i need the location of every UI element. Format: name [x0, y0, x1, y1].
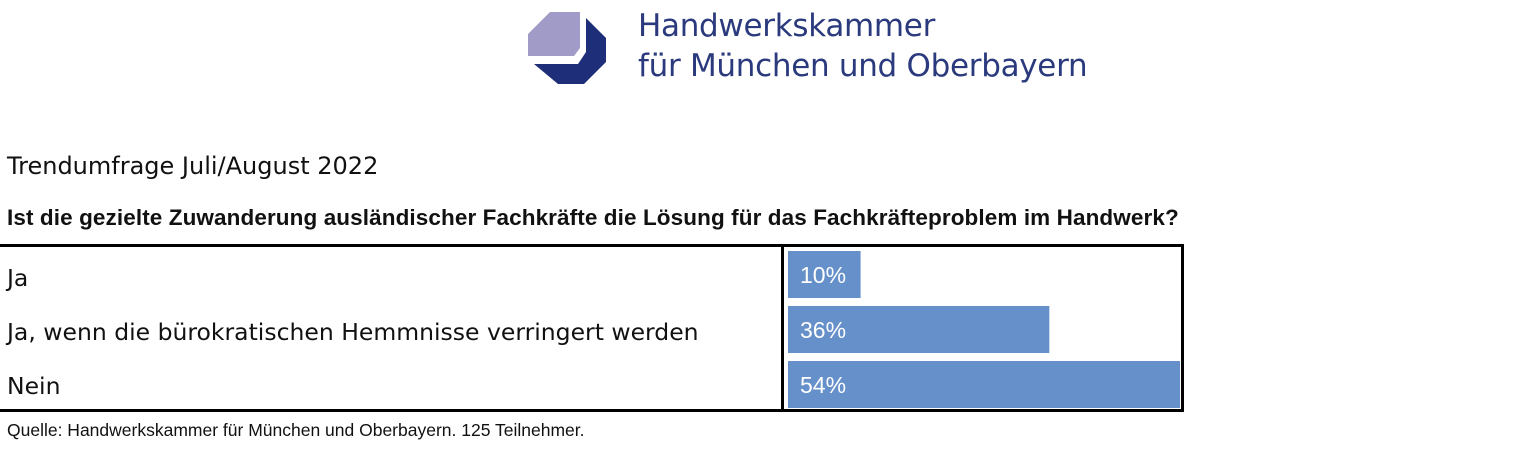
table-bottom-border [0, 409, 1184, 412]
chart-area-left-border [781, 244, 784, 412]
category-label-ja-wenn: Ja, wenn die bürokratischen Hemmnisse ve… [7, 318, 699, 346]
organization-name-line2: für München und Oberbayern [638, 48, 1088, 84]
table-top-border [0, 244, 1184, 247]
chart-area-right-border [1181, 244, 1184, 412]
handwerkskammer-logo-icon [528, 12, 606, 84]
category-label-nein: Nein [7, 372, 61, 400]
bar-1 [788, 306, 1050, 353]
survey-label: Trendumfrage Juli/August 2022 [7, 152, 379, 180]
header: Handwerkskammer für München und Oberbaye… [528, 6, 1168, 92]
organization-name-line1: Handwerkskammer [638, 8, 936, 44]
bar-value-label-1: 36% [800, 317, 846, 343]
category-label-ja: Ja [7, 264, 29, 292]
bar-value-label-2: 54% [800, 372, 846, 398]
bar-2 [788, 361, 1180, 408]
bar-0 [788, 251, 861, 298]
bar-value-label-0: 10% [800, 262, 846, 288]
organization-name: Handwerkskammer für München und Oberbaye… [638, 6, 1088, 86]
source-note: Quelle: Handwerkskammer für München und … [7, 420, 585, 440]
logo-dark-shape [534, 18, 606, 84]
survey-question: Ist die gezielte Zuwanderung ausländisch… [7, 205, 1179, 230]
logo-light-shape [528, 12, 580, 56]
